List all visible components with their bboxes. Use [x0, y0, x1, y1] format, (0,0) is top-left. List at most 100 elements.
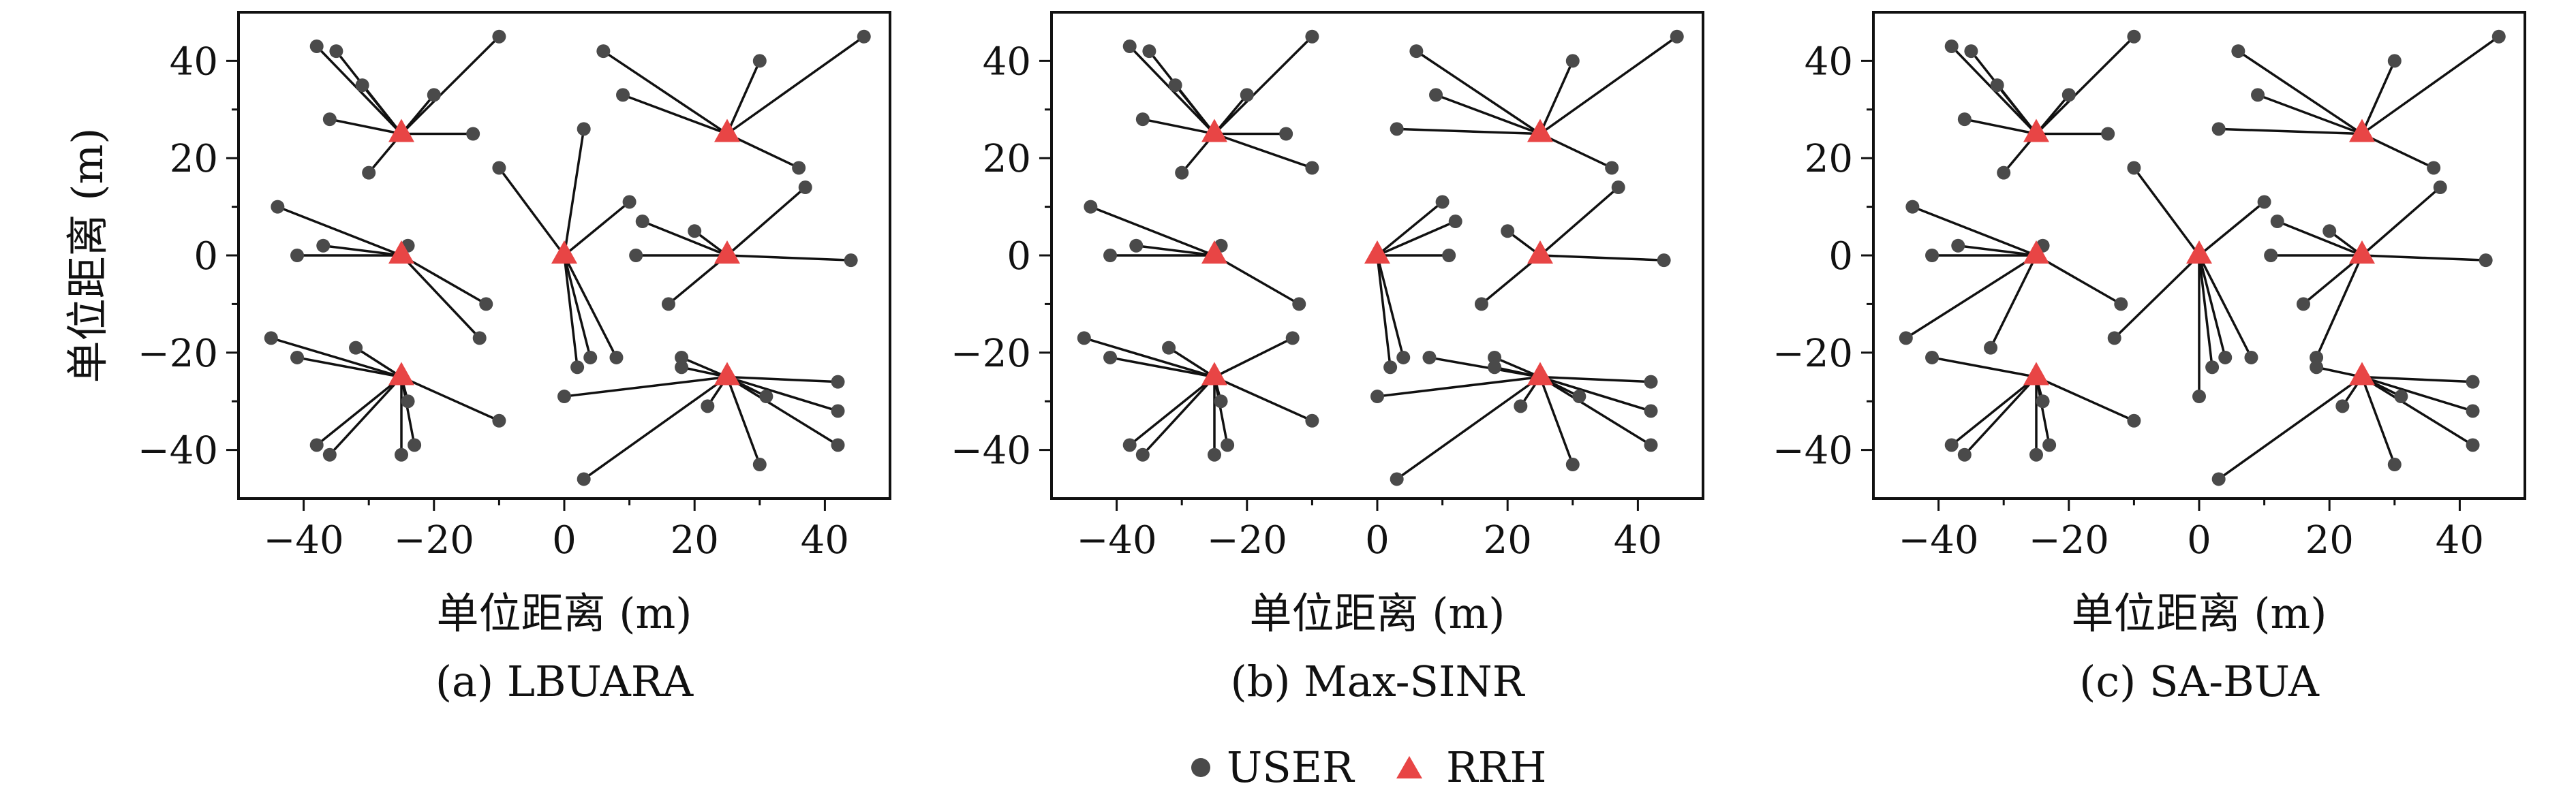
- user-point: [1129, 238, 1144, 253]
- user-point: [1957, 447, 1972, 462]
- user-point: [609, 350, 624, 364]
- user-point: [1390, 472, 1404, 486]
- user-point: [1565, 54, 1580, 68]
- user-point: [1951, 238, 1965, 253]
- user-point: [1103, 350, 1118, 364]
- user-point: [1990, 78, 2004, 93]
- x-tick-label: 0: [2187, 518, 2211, 563]
- user-point: [2479, 253, 2493, 268]
- y-tick-label: 40: [170, 40, 218, 84]
- user-rrh-link: [1168, 347, 1215, 378]
- user-rrh-link: [2035, 377, 2051, 445]
- user-point: [701, 399, 715, 413]
- user-point: [752, 54, 767, 68]
- user-point: [1305, 161, 1319, 175]
- user-point: [2211, 472, 2226, 486]
- user-rrh-link: [1996, 84, 2038, 135]
- user-point: [675, 360, 689, 375]
- user-rrh-link: [1494, 356, 1541, 379]
- user-rrh-link: [1539, 375, 1651, 383]
- user-rrh-link: [1129, 376, 1216, 446]
- user-point: [362, 166, 376, 180]
- user-rrh-link: [563, 201, 630, 257]
- user-rrh-link: [1539, 35, 1678, 135]
- user-rrh-link: [1958, 244, 2037, 257]
- user-point: [1565, 458, 1580, 472]
- y-tick-label: 40: [983, 40, 1031, 84]
- x-tick-label: −20: [1207, 518, 1287, 563]
- rrh-marker: [1527, 362, 1553, 385]
- user-rrh-link: [2361, 254, 2486, 262]
- user-point: [2036, 394, 2050, 409]
- user-rrh-link: [316, 376, 403, 446]
- user-rrh-link: [2036, 254, 2122, 305]
- user-rrh-link: [1912, 205, 2037, 257]
- user-point: [2127, 161, 2141, 175]
- user-rrh-link: [2198, 255, 2213, 368]
- rrh-marker: [551, 240, 577, 264]
- user-rrh-link: [681, 366, 728, 379]
- user-rrh-link: [726, 376, 761, 465]
- user-point: [309, 39, 324, 53]
- user-rrh-link: [2361, 375, 2473, 383]
- user-point: [1208, 447, 1221, 462]
- user-point: [1442, 249, 1456, 262]
- user-point: [290, 249, 305, 262]
- user-rrh-link: [2113, 254, 2201, 339]
- user-rrh-link: [726, 375, 839, 413]
- user-point: [1122, 438, 1137, 452]
- user-point: [1572, 390, 1586, 404]
- user-rrh-link: [2361, 376, 2396, 465]
- user-point: [2218, 350, 2233, 364]
- user-point: [2251, 88, 2265, 102]
- user-point: [1964, 44, 1978, 59]
- user-point: [1168, 78, 1182, 93]
- user-point: [1103, 249, 1118, 262]
- user-point: [1084, 200, 1098, 214]
- user-point: [2127, 29, 2141, 44]
- user-point: [472, 331, 487, 345]
- user-point: [329, 44, 343, 59]
- user-point: [1899, 331, 1913, 345]
- user-rrh-link: [400, 35, 500, 135]
- rrh-marker: [714, 119, 740, 142]
- rrh-marker: [714, 362, 740, 385]
- user-point: [792, 161, 806, 175]
- user-rrh-link: [1950, 376, 2038, 446]
- user-point: [752, 458, 767, 472]
- user-point: [635, 215, 649, 229]
- x-tick-label: 0: [552, 518, 577, 563]
- user-point: [2466, 375, 2480, 389]
- y-tick-label: −40: [951, 429, 1031, 473]
- user-point: [2114, 297, 2128, 311]
- user-point: [1644, 438, 1658, 452]
- user-rrh-link: [271, 336, 402, 379]
- user-point: [1514, 399, 1528, 413]
- user-point: [2394, 390, 2408, 404]
- user-point: [2205, 360, 2220, 375]
- y-tick-label: −20: [1773, 332, 1853, 376]
- user-rrh-link: [2036, 375, 2135, 422]
- user-point: [2257, 195, 2271, 209]
- user-rrh-link: [1415, 50, 1541, 135]
- user-rrh-link: [497, 167, 566, 257]
- user-point: [629, 249, 643, 262]
- user-rrh-link: [1396, 376, 1542, 480]
- user-point: [2127, 413, 2141, 428]
- rrh-marker: [1201, 240, 1227, 264]
- user-point: [1957, 112, 1972, 127]
- rrh-marker: [2349, 362, 2375, 385]
- user-rrh-link: [1109, 356, 1215, 379]
- user-point: [355, 78, 369, 93]
- user-point: [1488, 350, 1502, 364]
- user-point: [831, 438, 845, 452]
- rrh-marker: [714, 240, 740, 264]
- x-tick-label: 0: [1365, 518, 1390, 563]
- user-rrh-link: [2361, 132, 2434, 170]
- user-point: [1370, 390, 1384, 404]
- user-point: [1905, 200, 1920, 214]
- user-point: [2211, 122, 2226, 136]
- user-point: [1501, 224, 1515, 238]
- association-links: [1905, 35, 2500, 480]
- user-point: [583, 350, 598, 364]
